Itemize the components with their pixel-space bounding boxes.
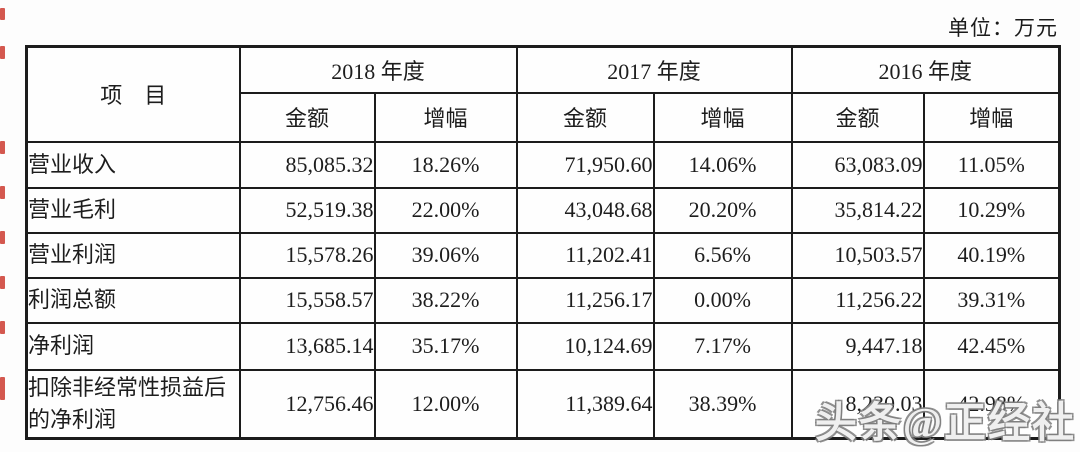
table-header-year-row: 项 目 2018 年度 2017 年度 2016 年度 [25,45,1061,143]
amount-cell: 10,503.57 [790,231,925,279]
amount-cell: 43,048.68 [515,186,655,234]
amount-cell: 11,256.22 [790,276,925,324]
amount-cell: 8,230.03 [790,368,925,440]
growth-cell: 22.00% [373,186,518,234]
red-edge-mark [0,377,5,400]
amount-header-2017: 金额 [515,91,655,143]
amount-cell: 9,447.18 [790,321,925,371]
row-item-label: 扣除非经常性损益后的净利润 [25,368,241,440]
red-edge-mark [0,46,5,59]
unit-label: 单位：万元 [948,16,1058,40]
item-column-header: 项 目 [25,45,241,143]
growth-cell: 0.00% [652,276,793,324]
growth-cell: 18.26% [373,140,518,189]
watermark: 头条@正经社 [814,401,1076,447]
financial-table: 项 目 2018 年度 2017 年度 2016 年度 金额 增幅 金额 增幅 … [25,45,1062,440]
growth-cell: 38.22% [373,276,518,324]
amount-header-2018: 金额 [238,91,376,143]
year-header-2018: 2018 年度 [238,45,518,94]
growth-header-2016: 增幅 [922,91,1061,143]
row-item-label: 营业收入 [25,140,241,189]
red-edge-mark [0,231,5,244]
table-row: 营业利润 15,578.26 39.06% 11,202.41 6.56% 10… [25,231,1061,279]
amount-cell: 15,578.26 [238,231,376,279]
amount-cell: 11,202.41 [515,231,655,279]
growth-cell: 39.06% [373,231,518,279]
amount-cell: 11,256.17 [515,276,655,324]
growth-cell: 40.19% [922,231,1061,279]
growth-cell: 6.56% [652,231,793,279]
amount-cell: 63,083.09 [790,140,925,189]
growth-cell: 42.45% [922,321,1061,371]
amount-cell: 52,519.38 [238,186,376,234]
amount-cell: 71,950.60 [515,140,655,189]
red-edge-mark [0,8,5,20]
growth-cell: 35.17% [373,321,518,371]
growth-cell: 7.17% [652,321,793,371]
amount-cell: 35,814.22 [790,186,925,234]
amount-cell: 13,685.14 [238,321,376,371]
row-item-label: 净利润 [25,321,241,371]
growth-cell: 42.98% [922,368,1061,440]
growth-cell: 39.31% [922,276,1061,324]
table-row: 净利润 13,685.14 35.17% 10,124.69 7.17% 9,4… [25,321,1061,371]
growth-header-2018: 增幅 [373,91,518,143]
red-edge-mark [0,321,5,334]
growth-cell: 38.39% [652,368,793,440]
row-item-label: 利润总额 [25,276,241,324]
row-item-label: 营业毛利 [25,186,241,234]
row-item-label: 营业利润 [25,231,241,279]
amount-cell: 11,389.64 [515,368,655,440]
year-header-2016: 2016 年度 [790,45,1061,94]
table-row: 营业毛利 52,519.38 22.00% 43,048.68 20.20% 3… [25,186,1061,234]
growth-header-2017: 增幅 [652,91,793,143]
growth-cell: 14.06% [652,140,793,189]
table-row: 利润总额 15,558.57 38.22% 11,256.17 0.00% 11… [25,276,1061,324]
table-row: 扣除非经常性损益后的净利润 12,756.46 12.00% 11,389.64… [25,368,1061,440]
red-edge-mark [0,276,5,289]
amount-cell: 85,085.32 [238,140,376,189]
red-edge-mark [0,141,5,154]
amount-cell: 15,558.57 [238,276,376,324]
growth-cell: 20.20% [652,186,793,234]
amount-cell: 10,124.69 [515,321,655,371]
year-header-2017: 2017 年度 [515,45,793,94]
growth-cell: 12.00% [373,368,518,440]
table-row: 营业收入 85,085.32 18.26% 71,950.60 14.06% 6… [25,140,1061,189]
growth-cell: 11.05% [922,140,1061,189]
amount-cell: 12,756.46 [238,368,376,440]
amount-header-2016: 金额 [790,91,925,143]
red-edge-mark [0,186,5,199]
table-header-sub-row: 金额 增幅 金额 增幅 金额 增幅 [27,91,1061,143]
growth-cell: 10.29% [922,186,1061,234]
